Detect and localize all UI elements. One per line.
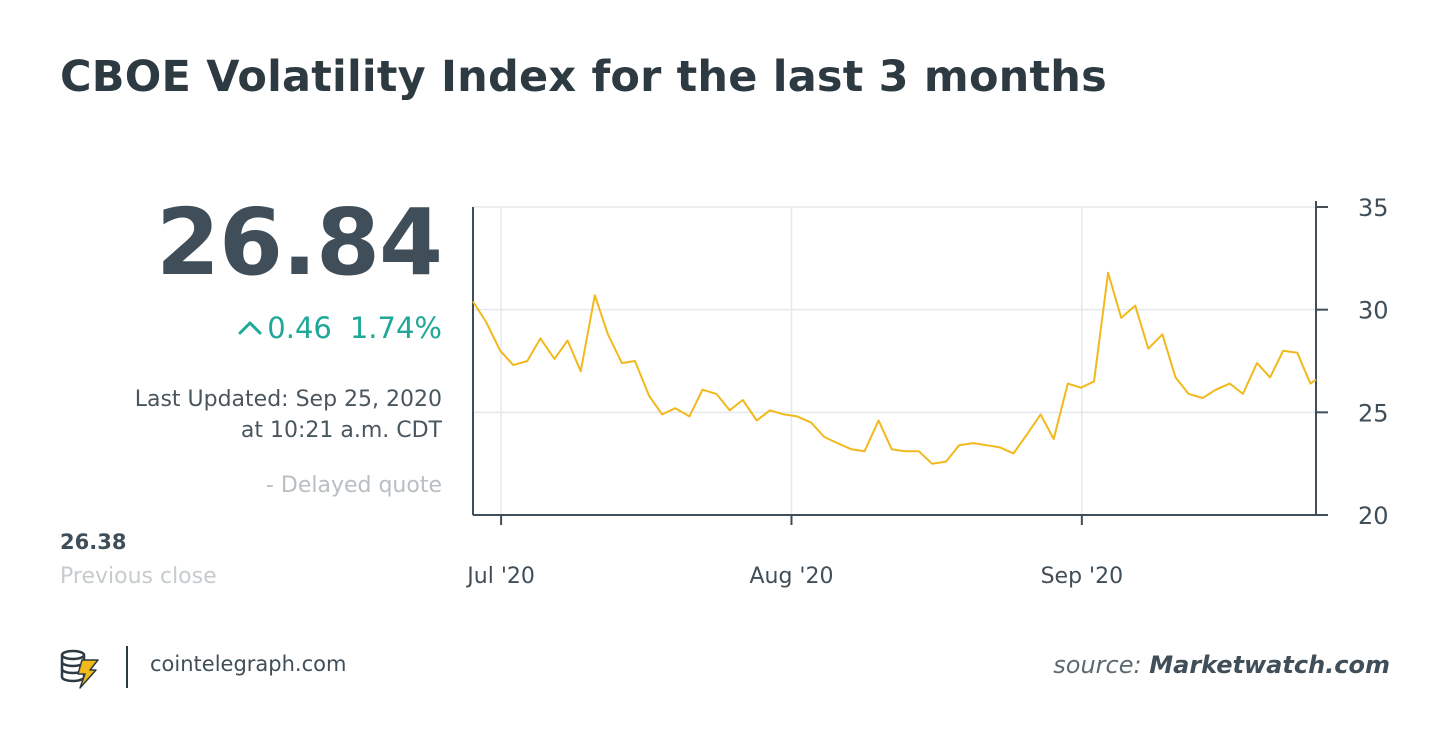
- x-tick-label: Jul '20: [465, 564, 535, 589]
- y-tick-label-25: 25: [1358, 399, 1389, 427]
- previous-close-label: Previous close: [60, 564, 217, 589]
- delayed-quote-note: - Delayed quote: [265, 473, 442, 498]
- last-updated-time: at 10:21 a.m. CDT: [240, 418, 442, 443]
- arrow-up-icon: [238, 321, 262, 335]
- series-line-vix: [472, 271, 1317, 465]
- change-value: 0.46: [267, 311, 332, 345]
- current-value: 26.84: [155, 189, 443, 296]
- footer-source: source: Marketwatch.com: [1053, 651, 1390, 679]
- source-label: source:: [1053, 651, 1142, 679]
- source-name[interactable]: Marketwatch.com: [1149, 651, 1390, 679]
- last-updated-date: Last Updated: Sep 25, 2020: [134, 387, 442, 412]
- previous-close-value: 26.38: [60, 530, 127, 554]
- chart-title: CBOE Volatility Index for the last 3 mon…: [60, 52, 1107, 102]
- y-tick-label-30: 30: [1358, 297, 1389, 325]
- cointelegraph-logo-icon: [60, 649, 99, 689]
- footer-site-link[interactable]: cointelegraph.com: [150, 652, 347, 676]
- y-tick-label-35: 35: [1358, 194, 1389, 222]
- last-updated: Last Updated: Sep 25, 2020 at 10:21 a.m.…: [60, 384, 442, 446]
- change-percent: 1.74%: [349, 311, 442, 345]
- x-tick-label: Sep '20: [1041, 564, 1124, 589]
- change-row: 0.46 1.74%: [60, 308, 442, 348]
- x-tick-label: Aug '20: [749, 564, 833, 589]
- y-tick-label-20: 20: [1358, 502, 1389, 530]
- footer-divider: [126, 646, 128, 688]
